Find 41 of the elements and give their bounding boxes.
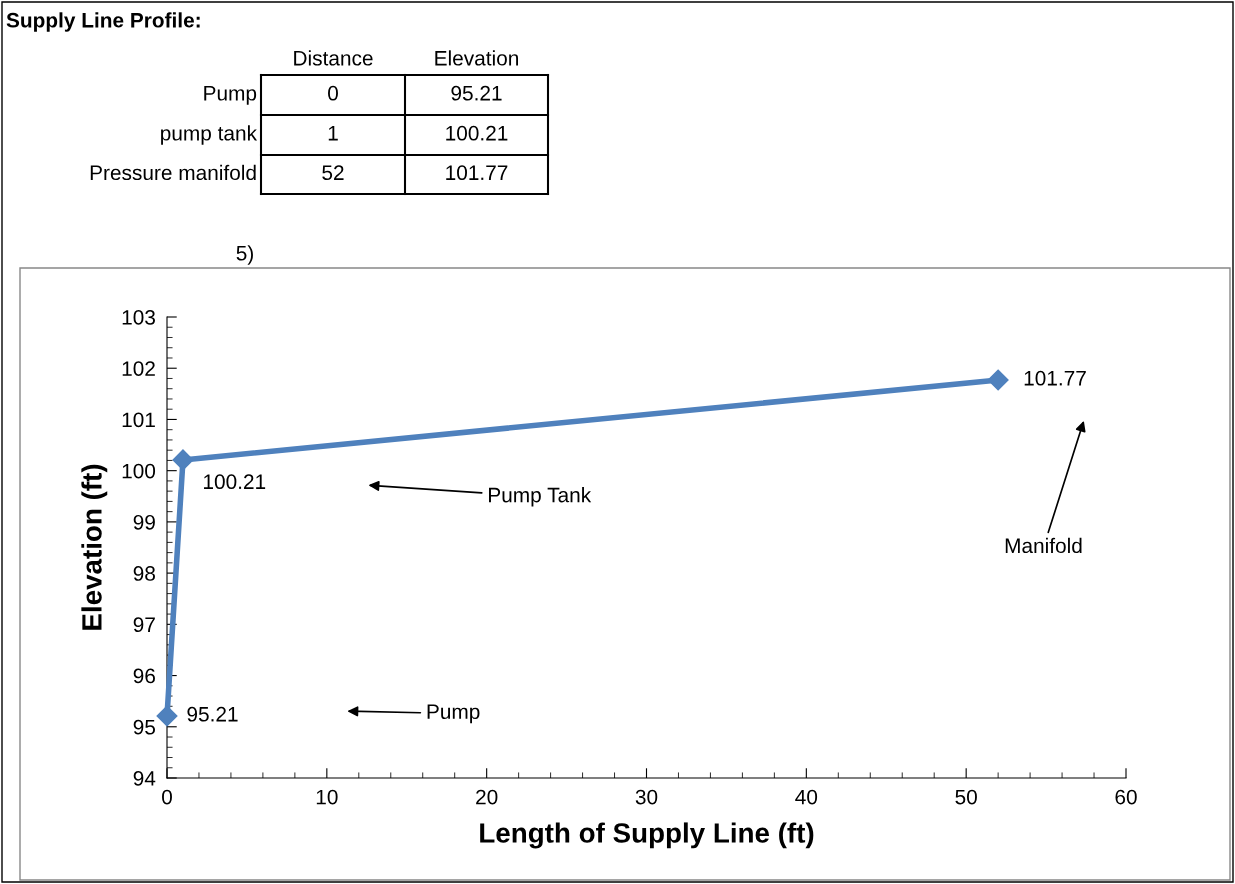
y-tick-label: 103 <box>122 310 155 325</box>
y-axis-title: Elevation (ft) <box>81 464 108 630</box>
y-tick-label: 100 <box>122 463 156 479</box>
text: Pump <box>204 86 257 105</box>
point <box>156 705 178 727</box>
data-label: 95.21 <box>187 706 238 722</box>
y-tick-label: 94 <box>133 771 156 786</box>
text: 0 <box>328 85 338 101</box>
x-tick-label: 60 <box>1115 789 1137 805</box>
x-axis-title: Length of Supply Line (ft) <box>480 822 814 849</box>
y-tick-label: 99 <box>133 514 155 530</box>
text: 100.21 <box>446 125 508 141</box>
annotation: Manifold <box>1005 537 1082 554</box>
text: Elevation <box>435 50 518 66</box>
data-label: 100.21 <box>204 474 266 490</box>
text: 101.77 <box>446 165 508 181</box>
text: 95.21 <box>451 85 502 101</box>
y-tick-label: 101 <box>122 412 155 428</box>
data-label: 101.77 <box>1024 370 1086 386</box>
text: 52 <box>322 165 344 181</box>
x-tick-label: 30 <box>635 789 658 805</box>
x-tick-label: 50 <box>955 789 977 805</box>
text: pump tank <box>161 125 258 145</box>
x-tick-label: 40 <box>795 789 818 805</box>
x-tick-label: 20 <box>476 789 498 805</box>
y-tick-label: 98 <box>133 566 155 581</box>
point <box>172 449 194 471</box>
text: 1 <box>328 126 338 141</box>
x-tick-label: 10 <box>316 789 338 805</box>
point <box>987 369 1009 391</box>
y-tick-label: 96 <box>133 668 155 684</box>
x-tick-label: 0 <box>162 789 172 805</box>
text: Pressure manifold <box>90 164 256 181</box>
annotation: Pump Tank <box>489 487 592 507</box>
text: Distance <box>294 50 373 66</box>
y-tick-label: 97 <box>133 617 155 633</box>
annotation: Pump <box>427 704 480 724</box>
chart-subtitle: 5) <box>236 245 253 265</box>
y-tick-label: 95 <box>133 719 156 735</box>
y-tick-label: 102 <box>122 361 155 376</box>
chart-title: Supply Line Profile: <box>6 12 200 32</box>
